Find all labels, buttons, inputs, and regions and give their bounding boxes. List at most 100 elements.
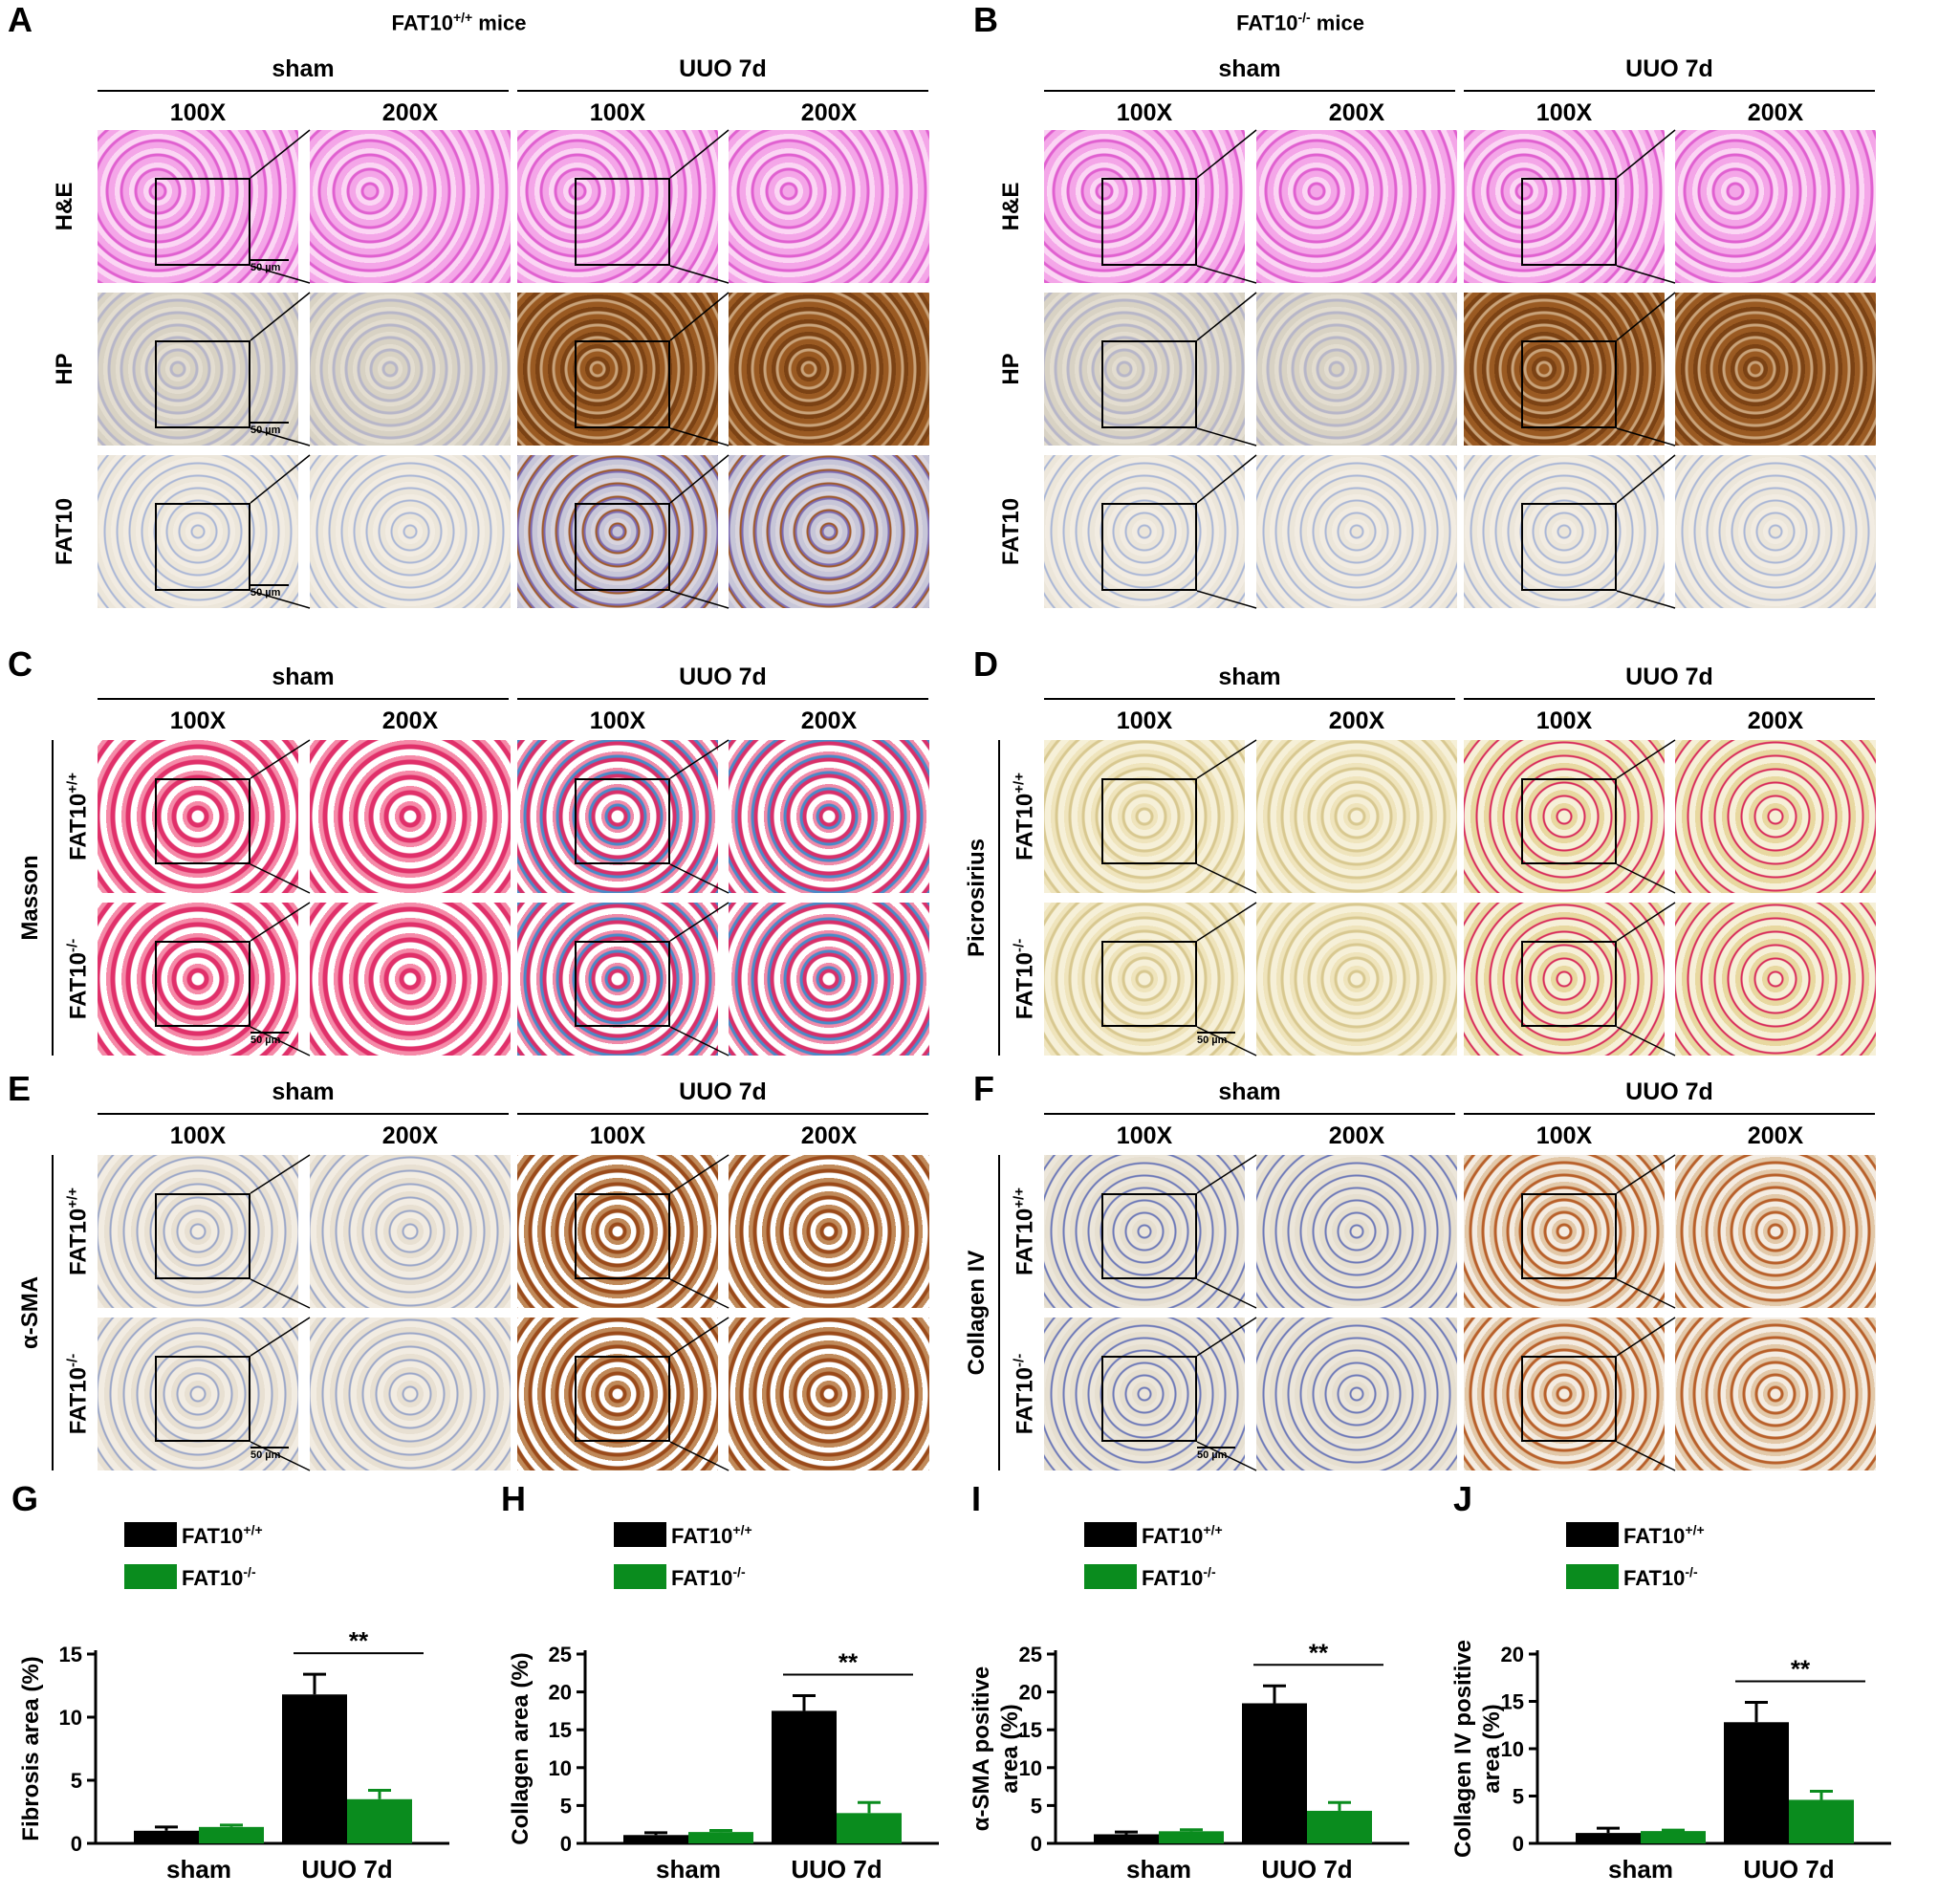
- chart-g-ytick-label-1: 5: [71, 1769, 82, 1793]
- panel-b-mag-0: 100X: [1116, 99, 1173, 126]
- panel-e-sham-rule: [98, 1113, 509, 1115]
- panel-b-mag-1: 200X: [1328, 99, 1385, 126]
- panel-e-geno-label-1: FAT10-/-: [65, 1354, 93, 1434]
- panel-a-scalebar-2: 50 µm: [250, 584, 289, 599]
- chart-i-legend-swatch-ko: [1084, 1564, 1137, 1589]
- panel-f-r1-g1-roi-box: [1521, 1356, 1617, 1442]
- panel-f-geno-sup-0: +/+: [1011, 1187, 1028, 1209]
- chart-i-bar-1-1: [1307, 1810, 1372, 1843]
- chart-j-ytick-label-1: 5: [1513, 1785, 1524, 1809]
- panel-f-r1-g1-200x-image: [1675, 1318, 1876, 1470]
- panel-letter-c: C: [8, 644, 33, 684]
- panel-d-geno-label-0: FAT10+/+: [1012, 773, 1039, 860]
- chart-i-legend-wt: FAT10+/+: [1142, 1522, 1223, 1548]
- chart-i-xlabel-0: sham: [1126, 1855, 1191, 1884]
- panel-a-r2-g0-roi-box: [155, 503, 250, 591]
- panel-d-stain-rule: [998, 740, 1000, 1056]
- panel-e-stain-rule: [52, 1155, 54, 1470]
- panel-a-r1-g0-200x-image: [310, 293, 511, 446]
- panel-e-geno-sup-1: -/-: [64, 1353, 81, 1367]
- chart-h-ylabel-0: Collagen area (%): [508, 1652, 534, 1844]
- panel-f-stain-rule: [998, 1155, 1000, 1470]
- chart-g-xlabel-1: UUO 7d: [301, 1855, 392, 1884]
- panel-a-row-label-0: H&E: [52, 182, 77, 231]
- panel-d-r0-g0-200x-image: [1256, 740, 1457, 893]
- chart-h-ytick-label-2: 10: [549, 1756, 572, 1780]
- panel-b-mag-3: 200X: [1747, 99, 1804, 126]
- panel-e-r1-g1-roi-box: [575, 1356, 670, 1442]
- panel-d-uuo-label: UUO 7d: [1625, 664, 1713, 690]
- panel-d-geno-label-1: FAT10-/-: [1012, 939, 1039, 1019]
- chart-h-ytick-label-1: 5: [560, 1794, 572, 1818]
- panel-f-mag-3: 200X: [1747, 1122, 1804, 1149]
- panel-b-row-label-0: H&E: [998, 182, 1024, 231]
- chart-h-ytick-label-5: 25: [549, 1643, 572, 1666]
- panel-f-geno-sup-1: -/-: [1011, 1353, 1028, 1367]
- chart-g-bar-1-1: [347, 1798, 412, 1843]
- panel-e-geno-main-0: FAT10: [65, 1208, 92, 1275]
- panel-c-mag-2: 100X: [589, 708, 646, 734]
- chart-i-sig-label: **: [1309, 1638, 1329, 1666]
- panel-b-r1-g1-roi-box: [1521, 340, 1617, 428]
- chart-g-letter: G: [11, 1479, 38, 1518]
- chart-g-legend-wt: FAT10+/+: [182, 1522, 263, 1548]
- panel-a-mag-3: 200X: [800, 99, 858, 126]
- panel-e-scalebar: 50 µm: [250, 1447, 289, 1461]
- chart-g-legend-swatch-ko: [124, 1564, 177, 1589]
- panel-f-r0-g1-200x-image: [1675, 1155, 1876, 1308]
- chart-h-ytick-label-0: 0: [560, 1832, 572, 1856]
- chart-i-ytick-label-1: 5: [1031, 1794, 1042, 1818]
- panel-e-mag-3: 200X: [800, 1122, 858, 1149]
- panel-c-r0-g0-200x-image: [310, 740, 511, 893]
- panel-c-sham-rule: [98, 698, 509, 700]
- chart-i-ytick-label-4: 20: [1019, 1681, 1042, 1705]
- panel-b-r1-g1-200x-image: [1675, 293, 1876, 446]
- chart-g-bar-1-0: [282, 1694, 347, 1843]
- panel-e-r0-g0-200x-image: [310, 1155, 511, 1308]
- chart-j-xlabel-1: UUO 7d: [1743, 1855, 1834, 1884]
- chart-i-ytick-label-2: 10: [1019, 1756, 1042, 1780]
- panel-d-mag-0: 100X: [1116, 708, 1173, 734]
- panel-b-r0-g1-roi-box: [1521, 178, 1617, 266]
- panel-c-r1-g0-roi-box: [155, 941, 250, 1027]
- chart-j-ytick-label-2: 10: [1501, 1737, 1524, 1761]
- panel-c-stain-rule: [52, 740, 54, 1056]
- chart-g-bar-0-0: [134, 1830, 199, 1843]
- chart-j-xlabel-0: sham: [1608, 1855, 1673, 1884]
- panel-b-r2-g1-roi-box: [1521, 503, 1617, 591]
- chart-i-xlabel-1: UUO 7d: [1261, 1855, 1352, 1884]
- chart-j-ytick-label-3: 15: [1501, 1690, 1524, 1714]
- chart-j-bar-1-0: [1724, 1722, 1789, 1843]
- chart-g-sig-label: **: [349, 1626, 369, 1655]
- panel-f-geno-main-0: FAT10: [1012, 1208, 1038, 1275]
- panel-c-mag-3: 200X: [800, 708, 858, 734]
- panel-c-geno-main-1: FAT10: [65, 951, 92, 1020]
- chart-j-legend-wt: FAT10+/+: [1623, 1522, 1705, 1548]
- panel-e-r0-g1-200x-image: [729, 1155, 929, 1308]
- panel-d-r1-g0-roi-box: [1101, 941, 1197, 1027]
- panel-b-r2-g0-roi-box: [1101, 503, 1197, 591]
- chart-j-letter: J: [1453, 1479, 1472, 1518]
- panel-f-mag-0: 100X: [1116, 1122, 1173, 1149]
- panel-e-geno-label-0: FAT10+/+: [65, 1187, 93, 1275]
- panel-d-geno-main-0: FAT10: [1012, 793, 1038, 860]
- panel-e-geno-sup-0: +/+: [64, 1187, 81, 1209]
- panel-f-r0-g0-roi-box: [1101, 1193, 1197, 1279]
- panel-c-uuo-label: UUO 7d: [679, 664, 767, 690]
- panel-e-stain-label: α-SMA: [17, 1275, 43, 1350]
- panel-d-geno-sup-0: +/+: [1011, 773, 1028, 794]
- panel-b-sham-rule: [1044, 90, 1455, 92]
- quantification-charts: G FAT10+/+ FAT10-/- 0 5 10 15 Fibrosis area (%)…: [11, 1479, 1891, 1884]
- panel-a-r0-g0-200x-image: [310, 130, 511, 283]
- panel-e-r1-g0-200x-image: [310, 1318, 511, 1470]
- panel-a-mag-2: 100X: [589, 99, 646, 126]
- panel-letter-f: F: [973, 1069, 994, 1108]
- panel-a-r1-g0-roi-box: [155, 340, 250, 428]
- panel-f-r1-g0-200x-image: [1256, 1318, 1457, 1470]
- chart-h-xlabel-1: UUO 7d: [791, 1855, 882, 1884]
- chart-i-bar-0-1: [1159, 1831, 1224, 1843]
- chart-i-ylabel-1: area (%): [997, 1704, 1023, 1793]
- panel-c-geno-label-1: FAT10-/-: [65, 939, 93, 1019]
- panel-d-geno-sup-1: -/-: [1011, 938, 1028, 952]
- panel-c-r0-g0-roi-box: [155, 778, 250, 864]
